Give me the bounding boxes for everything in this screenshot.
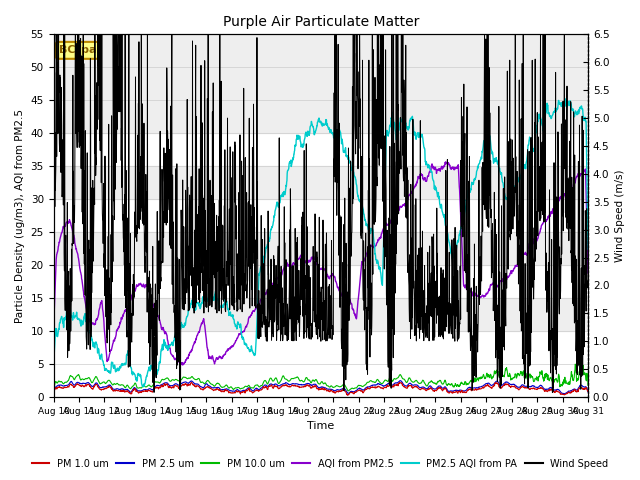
Bar [54,35,588,133]
Bar [54,232,588,265]
Bar [54,166,588,199]
Title: Purple Air Particulate Matter: Purple Air Particulate Matter [223,15,419,29]
Text: BC_pa: BC_pa [59,45,97,56]
Y-axis label: Wind Speed (m/s): Wind Speed (m/s) [615,169,625,262]
Bar [54,298,588,331]
X-axis label: Time: Time [307,421,334,432]
Legend: PM 1.0 um, PM 2.5 um, PM 10.0 um, AQI from PM2.5, PM2.5 AQI from PA, Wind Speed: PM 1.0 um, PM 2.5 um, PM 10.0 um, AQI fr… [28,455,612,473]
Y-axis label: Particle Density (ug/m3), AQI from PM2.5: Particle Density (ug/m3), AQI from PM2.5 [15,109,25,323]
